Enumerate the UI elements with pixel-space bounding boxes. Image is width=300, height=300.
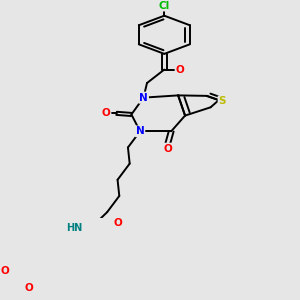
- Text: O: O: [164, 144, 172, 154]
- Text: HN: HN: [66, 223, 82, 233]
- Text: O: O: [1, 266, 9, 276]
- Text: S: S: [218, 96, 226, 106]
- Text: N: N: [136, 126, 144, 136]
- Text: N: N: [139, 93, 148, 103]
- Text: O: O: [25, 284, 34, 293]
- Text: O: O: [113, 218, 122, 228]
- Text: Cl: Cl: [159, 1, 170, 10]
- Text: O: O: [176, 64, 184, 75]
- Text: N: N: [139, 93, 148, 103]
- Text: O: O: [102, 108, 110, 118]
